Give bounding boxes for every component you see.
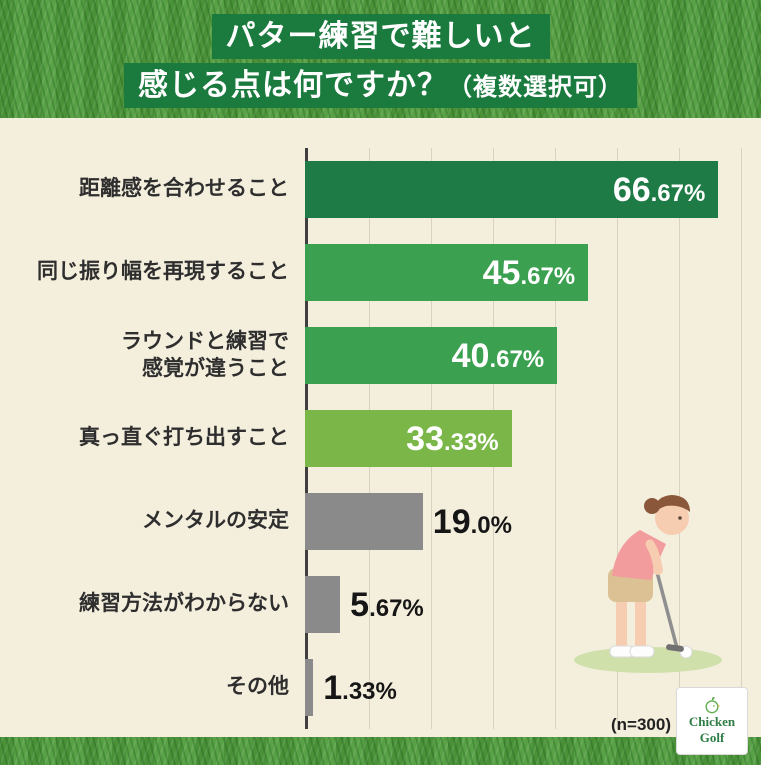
header-grass-banner: パター練習で難しいと 感じる点は何ですか？（複数選択可） — [0, 0, 761, 118]
category-label: ラウンドと練習で 感覚が違うこと — [121, 330, 289, 380]
brand-logo: Chicken Golf — [676, 687, 748, 755]
chart-row: 練習方法がわからない 5.67% 5.67% — [0, 563, 739, 646]
value-label: 33.33% — [406, 419, 499, 458]
chart-row: 同じ振り幅を再現すること 45.67% 45.67% — [0, 231, 739, 314]
title-line-2-text: 感じる点は何ですか？ — [138, 69, 448, 102]
bar: 45.67% — [305, 244, 589, 301]
chart-row: 真っ直ぐ打ち出すこと 33.33% 33.33% — [0, 397, 739, 480]
bar: 5.67% — [305, 576, 341, 633]
page-title: パター練習で難しいと 感じる点は何ですか？（複数選択可） — [0, 12, 761, 110]
title-note: （複数選択可） — [448, 74, 623, 101]
category-label: 同じ振り幅を再現すること — [37, 260, 289, 284]
chick-icon — [705, 696, 721, 714]
chart-row: ラウンドと練習で 感覚が違うこと 40.67% 40.67% — [0, 314, 739, 397]
footer-grass-border — [0, 737, 761, 765]
chart-row: その他 1.33% 1.33% — [0, 646, 739, 729]
bar-track: 1.33% 1.33% — [305, 646, 739, 729]
bar: 66.67% — [305, 161, 719, 218]
bar-track: 45.67% 45.67% — [305, 231, 739, 314]
value-label: 19.0% — [432, 502, 512, 541]
category-label: 距離感を合わせること — [79, 177, 289, 201]
chart-area: 距離感を合わせること 66.67% 66.67% 同じ振り幅を再現すること — [0, 118, 761, 737]
chart-row: メンタルの安定 19.0% 19.0% — [0, 480, 739, 563]
value-label: 66.67% — [612, 170, 706, 209]
bar-track: 66.67% 66.67% — [305, 148, 739, 231]
logo-text-line-2: Golf — [699, 730, 725, 745]
value-label: 1.33% — [323, 668, 397, 707]
golfer-woman-putting-image — [574, 495, 722, 673]
chart-row: 距離感を合わせること 66.67% 66.67% — [0, 148, 739, 231]
value-label: 40.67% — [451, 336, 545, 375]
category-label: 真っ直ぐ打ち出すこと — [79, 426, 289, 450]
category-label: メンタルの安定 — [142, 509, 289, 533]
category-label: その他 — [226, 675, 289, 699]
bar-track: 19.0% 19.0% — [305, 480, 739, 563]
golfer-illustration — [558, 460, 733, 680]
title-line-2: 感じる点は何ですか？（複数選択可） — [124, 63, 637, 108]
bar: 19.0% — [305, 493, 423, 550]
value-label: 45.67% — [482, 253, 576, 292]
category-label: 練習方法がわからない — [79, 592, 289, 616]
bar: 1.33% — [305, 659, 314, 716]
bar-chart: 距離感を合わせること 66.67% 66.67% 同じ振り幅を再現すること — [0, 148, 742, 729]
chart-rows: 距離感を合わせること 66.67% 66.67% 同じ振り幅を再現すること — [0, 148, 739, 729]
logo-text-line-1: Chicken — [688, 714, 736, 730]
bar-track: 5.67% 5.67% — [305, 563, 739, 646]
bar: 40.67% — [305, 327, 558, 384]
value-label: 5.67% — [350, 585, 424, 624]
sample-size-note: (n=300) — [611, 715, 671, 734]
title-line-1: パター練習で難しいと — [211, 14, 550, 59]
bar-track: 33.33% 33.33% — [305, 397, 739, 480]
bar: 33.33% — [305, 410, 512, 467]
bar-track: 40.67% 40.67% — [305, 314, 739, 397]
